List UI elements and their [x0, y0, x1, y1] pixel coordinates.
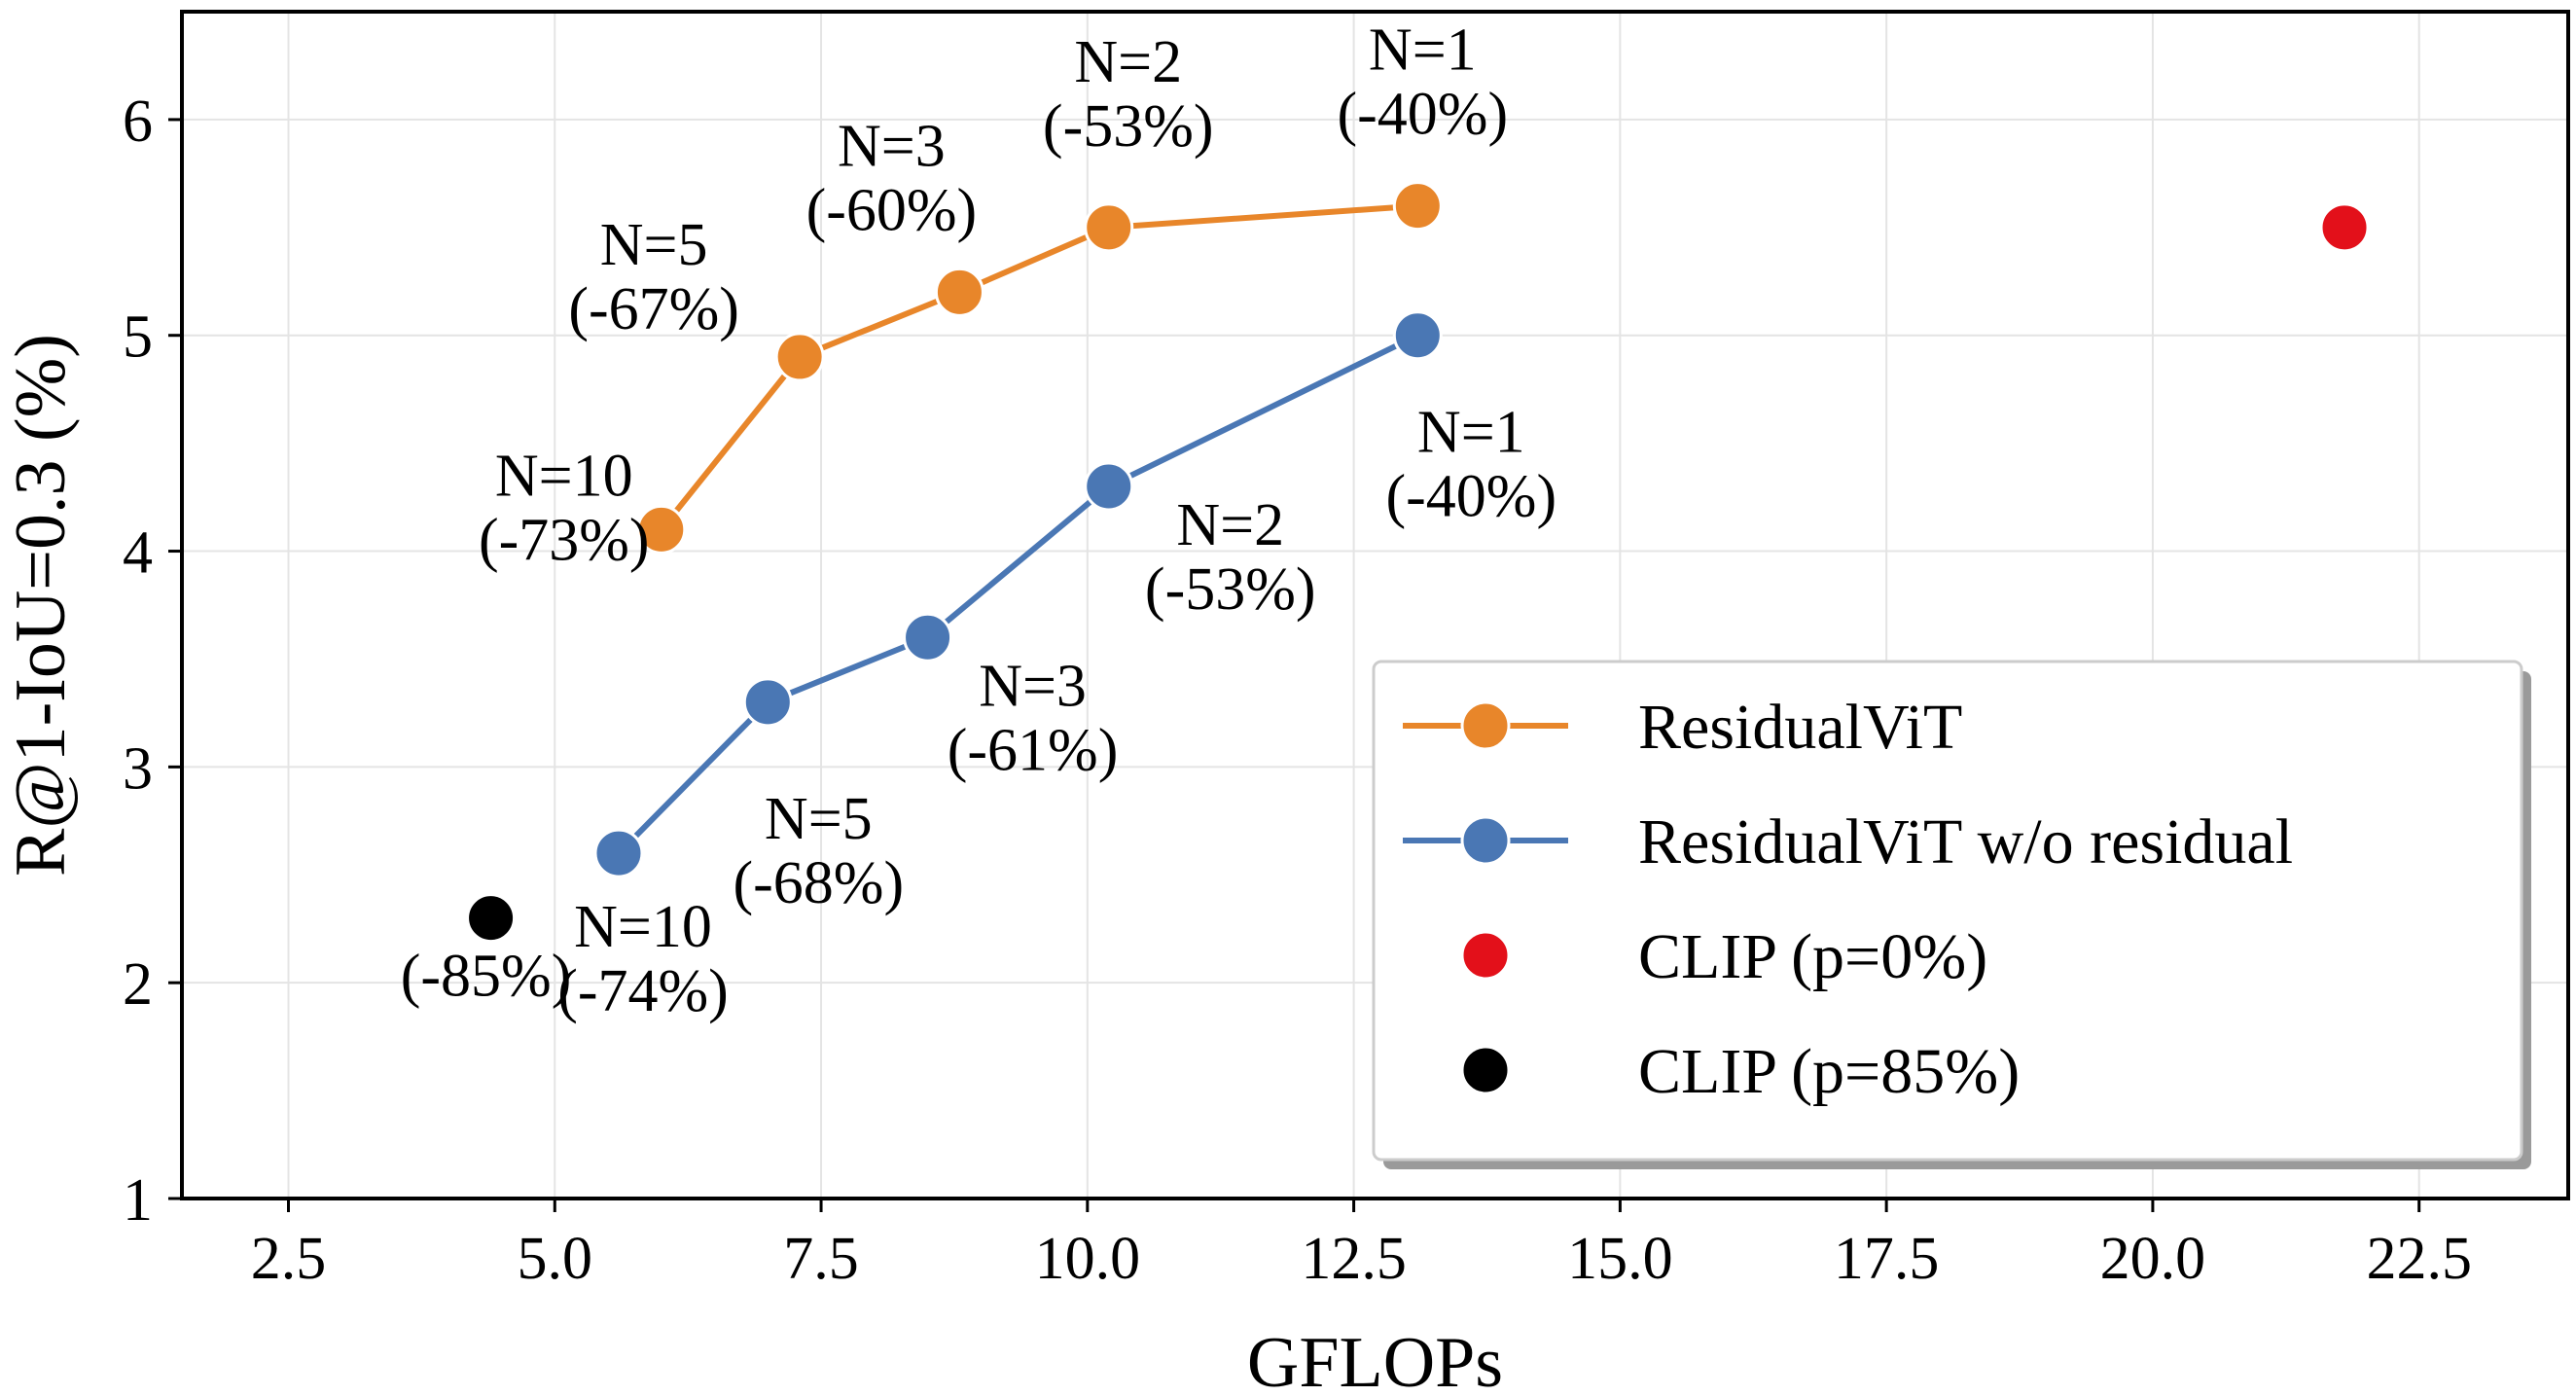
data-point: [1084, 461, 1134, 512]
data-annotation: (-67%): [568, 276, 739, 342]
data-annotation: (-40%): [1386, 464, 1557, 530]
x-tick-label: 17.5: [1834, 1226, 1940, 1292]
data-annotation: (-40%): [1338, 82, 1509, 148]
x-tick-label: 15.0: [1567, 1226, 1673, 1292]
legend-item: CLIP (p=85%): [1460, 1036, 2020, 1107]
data-point: [742, 677, 793, 728]
legend-marker: [1460, 1045, 1511, 1095]
x-tick-label: 12.5: [1301, 1226, 1407, 1292]
legend-item: CLIP (p=0%): [1460, 921, 1987, 992]
legend-label: CLIP (p=0%): [1638, 921, 1987, 992]
data-annotation: N=2: [1074, 29, 1182, 95]
legend-marker: [1460, 815, 1511, 866]
legend-box: [1372, 660, 2523, 1162]
series-3: [466, 893, 517, 944]
data-annotation: N=10: [495, 443, 633, 509]
data-annotation: (-74%): [557, 958, 729, 1024]
data-point: [1084, 202, 1134, 253]
series-0: [636, 181, 1443, 555]
y-tick-label: 5: [123, 304, 153, 371]
data-annotation: N=2: [1176, 492, 1284, 558]
x-tick-label: 7.5: [783, 1226, 859, 1292]
data-annotation: (-53%): [1043, 93, 1214, 160]
data-annotation: (-85%): [401, 944, 572, 1010]
y-axis-label: R@1-IoU=0.3 (%): [1, 334, 81, 877]
data-point: [2319, 202, 2370, 253]
legend-label: ResidualViT w/o residual: [1638, 806, 2293, 877]
series-1: [593, 310, 1443, 878]
data-point: [774, 332, 825, 382]
y-tick-label: 2: [123, 951, 153, 1018]
data-annotation: N=1: [1369, 18, 1477, 84]
plot-frame: [180, 10, 2570, 1200]
data-point: [903, 612, 953, 662]
legend-marker: [1460, 700, 1511, 751]
series-2: [2319, 202, 2370, 253]
x-tick-label: 22.5: [2366, 1226, 2472, 1292]
y-tick-label: 3: [123, 735, 153, 802]
data-point: [466, 893, 517, 944]
data-annotation: N=3: [838, 113, 946, 179]
x-axis-label: GFLOPs: [1247, 1323, 1503, 1396]
legend-marker: [1460, 930, 1511, 981]
x-tick-label: 20.0: [2100, 1226, 2206, 1292]
data-annotation: (-73%): [479, 507, 650, 573]
series-line: [659, 202, 1418, 532]
data-annotation: N=3: [979, 653, 1087, 719]
data-annotation: N=10: [574, 894, 712, 960]
y-tick-label: 4: [123, 520, 153, 587]
annotation-layer: N=10(-73%)N=5(-67%)N=3(-60%)N=2(-53%)N=1…: [401, 18, 1556, 1024]
data-point: [593, 828, 644, 878]
data-annotation: (-53%): [1145, 556, 1316, 623]
series-layer: [466, 181, 2370, 944]
tick-layer: 2.5 5.0 7.5 10.0 12.5 15.0 17.5 20.0 22.5 1 2 3 4 5 6: [123, 89, 2472, 1292]
y-tick-label: 6: [123, 89, 153, 155]
legend-item: ResidualViT: [1403, 692, 1962, 763]
legend-item: ResidualViT w/o residual: [1403, 806, 2293, 877]
data-annotation: (-60%): [806, 177, 978, 243]
x-tick-label: 2.5: [251, 1226, 327, 1292]
y-tick-label: 1: [123, 1167, 153, 1234]
data-point: [1392, 310, 1443, 361]
data-annotation: (-61%): [948, 717, 1119, 783]
data-annotation: (-68%): [733, 850, 905, 916]
legend-label: CLIP (p=85%): [1638, 1036, 2020, 1107]
data-annotation: N=1: [1417, 400, 1525, 466]
legend-label: ResidualViT: [1638, 692, 1962, 763]
data-point: [1392, 181, 1443, 232]
data-annotation: N=5: [765, 786, 873, 852]
data-point: [636, 504, 687, 555]
x-tick-label: 10.0: [1035, 1226, 1141, 1292]
legend: ResidualViT ResidualViT w/o residual CLIP …: [1372, 660, 2531, 1169]
x-tick-label: 5.0: [518, 1226, 593, 1292]
data-annotation: N=5: [600, 212, 708, 278]
data-point: [934, 267, 984, 317]
